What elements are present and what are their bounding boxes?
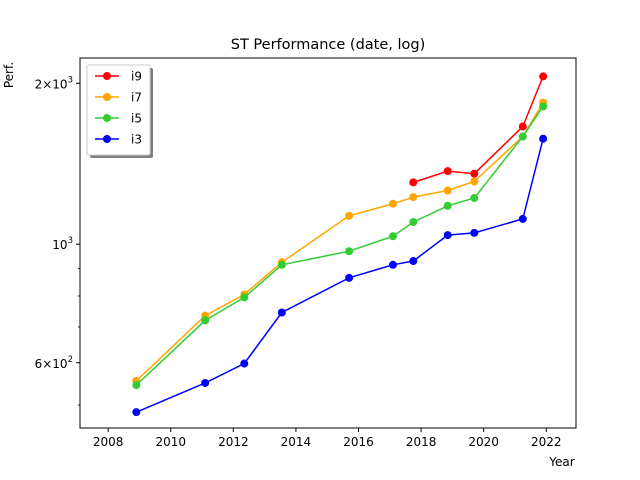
legend-item-i7: i7 bbox=[95, 91, 142, 105]
legend-marker bbox=[103, 93, 111, 101]
series-i3 bbox=[132, 134, 548, 417]
data-point-i3 bbox=[388, 260, 397, 269]
x-tick-label: 2022 bbox=[531, 435, 562, 449]
legend-label: i5 bbox=[131, 112, 142, 126]
series-i9 bbox=[409, 72, 548, 187]
data-point-i5 bbox=[388, 232, 397, 241]
y-axis-label: Perf. bbox=[2, 62, 16, 88]
data-point-i3 bbox=[539, 134, 548, 143]
data-point-i7 bbox=[388, 199, 397, 208]
data-point-i3 bbox=[201, 378, 210, 387]
plot-series bbox=[132, 72, 548, 417]
y-axis: 6×102 103 2×103 bbox=[35, 75, 80, 406]
data-point-i9 bbox=[443, 167, 452, 176]
legend-label: i7 bbox=[131, 91, 142, 105]
data-point-i7 bbox=[409, 193, 418, 202]
x-axis: 2008 2010 2012 2014 2016 2018 2020 2022 bbox=[93, 428, 562, 449]
data-point-i7 bbox=[443, 186, 452, 195]
legend-label: i9 bbox=[131, 70, 142, 84]
y-tick-label: 6×102 bbox=[35, 355, 73, 371]
data-point-i5 bbox=[470, 194, 479, 203]
x-tick-label: 2012 bbox=[218, 435, 249, 449]
data-point-i3 bbox=[409, 257, 418, 266]
x-tick-label: 2010 bbox=[155, 435, 186, 449]
data-point-i5 bbox=[443, 201, 452, 210]
data-point-i9 bbox=[409, 178, 418, 187]
legend-marker bbox=[103, 72, 111, 80]
legend-item-i3: i3 bbox=[95, 133, 142, 147]
y-tick-label: 2×103 bbox=[35, 75, 73, 91]
chart-title: ST Performance (date, log) bbox=[231, 37, 426, 53]
data-point-i5 bbox=[539, 102, 548, 111]
legend-label: i3 bbox=[131, 133, 142, 147]
legend-item-i5: i5 bbox=[95, 112, 142, 126]
data-point-i5 bbox=[409, 218, 418, 227]
data-point-i9 bbox=[470, 169, 479, 178]
data-point-i3 bbox=[518, 214, 527, 223]
data-point-i3 bbox=[443, 231, 452, 240]
legend: i9 i7 i5 i3 bbox=[86, 64, 153, 158]
data-point-i3 bbox=[345, 273, 354, 282]
plot-frame bbox=[79, 57, 577, 429]
data-point-i5 bbox=[240, 293, 249, 302]
data-point-i3 bbox=[470, 228, 479, 237]
x-tick-label: 2014 bbox=[281, 435, 312, 449]
data-point-i5 bbox=[132, 381, 141, 390]
data-point-i5 bbox=[345, 247, 354, 256]
legend-item-i9: i9 bbox=[95, 70, 142, 84]
legend-marker bbox=[103, 135, 111, 143]
x-tick-label: 2016 bbox=[343, 435, 374, 449]
data-point-i5 bbox=[201, 316, 210, 325]
legend-marker bbox=[103, 114, 111, 122]
data-point-i5 bbox=[518, 132, 527, 141]
data-point-i9 bbox=[539, 72, 548, 81]
data-point-i7 bbox=[345, 211, 354, 220]
x-axis-label: Year bbox=[548, 455, 574, 469]
x-tick-label: 2020 bbox=[468, 435, 499, 449]
y-tick-label: 103 bbox=[52, 236, 73, 252]
data-point-i9 bbox=[518, 122, 527, 131]
data-point-i5 bbox=[277, 260, 286, 269]
x-tick-label: 2008 bbox=[93, 435, 124, 449]
x-tick-label: 2018 bbox=[406, 435, 437, 449]
series-i5 bbox=[132, 102, 548, 390]
data-point-i3 bbox=[277, 308, 286, 317]
data-point-i7 bbox=[470, 177, 479, 186]
data-point-i3 bbox=[240, 359, 249, 368]
legend-box bbox=[86, 64, 151, 156]
data-point-i3 bbox=[132, 408, 141, 417]
